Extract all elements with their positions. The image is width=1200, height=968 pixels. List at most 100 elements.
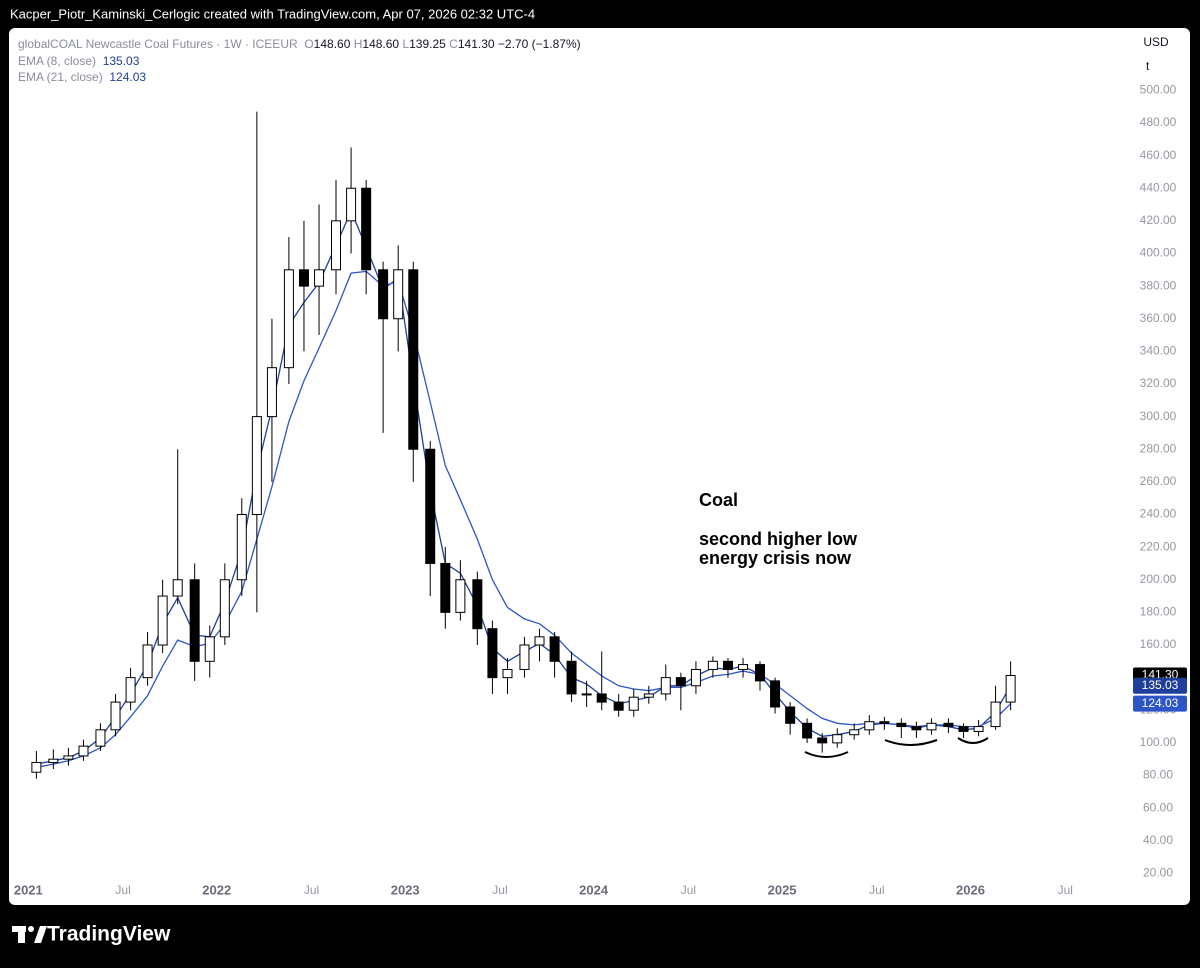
candle-body [896, 722, 907, 728]
y-tick-label: 200.00 [1140, 572, 1177, 586]
candle-body [298, 269, 309, 287]
ohlc-value: 148.60 [362, 37, 400, 51]
candle-body [566, 660, 577, 695]
candle-body [487, 628, 498, 679]
y-tick-label: 360.00 [1140, 311, 1177, 325]
x-tick-label: Jul [869, 883, 884, 897]
candle-body [690, 668, 701, 687]
candle-body [125, 677, 136, 703]
y-tick-label: 280.00 [1140, 441, 1177, 455]
logo-shape [34, 926, 47, 943]
ohlc-key: L [402, 37, 410, 51]
y-tick-label: 500.00 [1140, 83, 1177, 97]
x-tick-label: 2023 [391, 882, 420, 897]
y-tick-label: 420.00 [1140, 213, 1177, 227]
candle-body [613, 701, 624, 711]
candle-body [675, 677, 686, 687]
candle-body [911, 726, 922, 731]
candle-body [549, 636, 560, 662]
candle-body [817, 737, 828, 744]
y-tick-label: 300.00 [1140, 409, 1177, 423]
logo [12, 926, 47, 943]
ohlc-value: 148.60 [313, 37, 351, 51]
x-tick-label: 2021 [14, 882, 43, 897]
y-tick-label: 480.00 [1140, 115, 1177, 129]
candle-body [189, 579, 200, 662]
logo-shape [18, 926, 25, 943]
x-tick-label: Jul [492, 883, 507, 897]
candle-body [643, 693, 654, 698]
panel [9, 28, 1190, 905]
candle-body [48, 758, 59, 763]
candle-body [660, 677, 671, 695]
candle-body [472, 579, 483, 630]
candle-body [425, 448, 436, 564]
y-tick-label: 320.00 [1140, 376, 1177, 390]
brand: TradingView [47, 923, 171, 946]
ohlc-key: O [304, 37, 314, 51]
candle-body [973, 726, 984, 732]
candle-body [283, 269, 294, 369]
candle-body [596, 693, 607, 703]
candle-body [204, 636, 215, 662]
candle-body [393, 269, 404, 320]
candle-body [722, 660, 733, 670]
candle-body [770, 680, 781, 708]
price-tag [1133, 695, 1187, 712]
candle-body [95, 729, 106, 747]
candle-body [331, 220, 342, 271]
candle-body [142, 644, 153, 679]
symbol: globalCOAL Newcastle Coal Futures · 1W ·… [18, 37, 298, 51]
legend-value: 124.03 [109, 70, 147, 84]
logo-shape [28, 926, 34, 932]
y-tick-label: 440.00 [1140, 180, 1177, 194]
candle-body [361, 187, 372, 271]
y-tick-label: 220.00 [1140, 539, 1177, 553]
y-tick-label: 60.00 [1143, 800, 1173, 814]
arc [957, 737, 989, 744]
legend-value: 135.03 [102, 53, 140, 68]
x-tick-label: 2026 [956, 882, 985, 897]
ema-line [36, 270, 1012, 768]
y-tick-label: 400.00 [1140, 246, 1177, 260]
y-tick-label: 240.00 [1140, 507, 1177, 521]
candle-body [926, 722, 937, 731]
x-tick-label: Jul [304, 883, 319, 897]
legend-row: globalCOAL Newcastle Coal Futures · 1W ·… [18, 36, 581, 53]
currency: USD [1143, 35, 1169, 49]
y-tick-label: 340.00 [1140, 344, 1177, 358]
ohlc-value: 141.30 [457, 37, 495, 51]
annotation: second higher low [699, 529, 858, 549]
candle-body [110, 701, 121, 731]
y-tick-label: 460.00 [1140, 148, 1177, 162]
candle-body [266, 367, 277, 418]
candle-body [1005, 674, 1016, 703]
candle-body [738, 664, 749, 670]
price-tag-label: 124.03 [1142, 696, 1179, 710]
candle-body [346, 187, 357, 222]
candle-body [849, 729, 860, 736]
legend-name: EMA (21, close) [18, 70, 103, 84]
candle-body [172, 579, 183, 597]
x-tick-label: Jul [115, 883, 130, 897]
y-tick-label: 380.00 [1140, 278, 1177, 292]
change: −2.70 (−1.87%) [497, 37, 581, 51]
ohlc-value: 139.25 [409, 37, 446, 51]
candle-body [755, 664, 765, 682]
candle-body [990, 701, 1001, 728]
candle-body [502, 668, 513, 679]
candle-body [455, 579, 466, 613]
candle-body [879, 721, 890, 724]
x-tick-label: 2025 [768, 882, 797, 897]
top-bar: Kacper_Piotr_Kaminski_Cerlogic created w… [10, 6, 535, 21]
candle-body [958, 726, 969, 732]
y-tick-label: 100.00 [1140, 735, 1177, 749]
candle-body [63, 755, 74, 760]
candle-body [408, 269, 419, 450]
price-tag [1133, 677, 1187, 694]
candle-body [314, 269, 325, 287]
candle-body [219, 579, 230, 638]
candle-body [378, 269, 389, 320]
